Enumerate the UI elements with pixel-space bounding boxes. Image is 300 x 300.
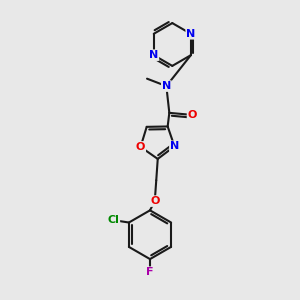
Text: N: N [149, 50, 158, 60]
Text: N: N [162, 81, 171, 91]
Text: O: O [150, 196, 160, 206]
Text: O: O [188, 110, 197, 120]
Text: O: O [136, 142, 145, 152]
Text: Cl: Cl [107, 215, 119, 225]
Text: N: N [186, 29, 195, 39]
Text: F: F [146, 267, 154, 277]
Text: N: N [170, 141, 179, 151]
